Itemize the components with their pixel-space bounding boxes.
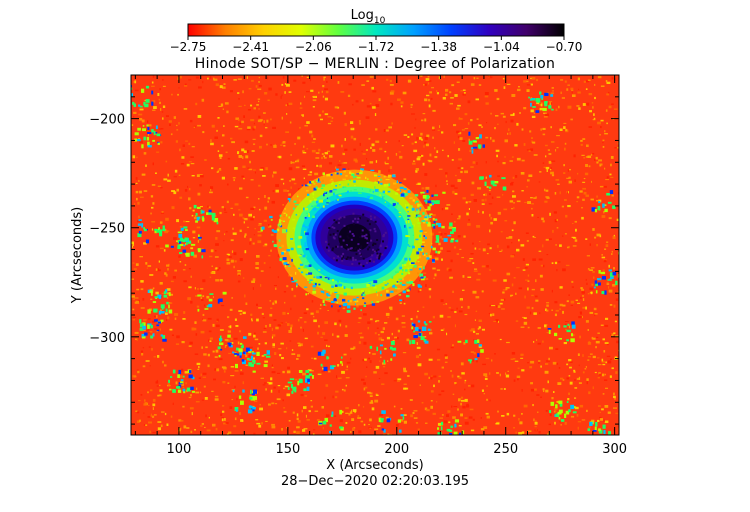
colorbar-tick-label: −2.41: [232, 40, 269, 54]
timestamp: 28−Dec−2020 02:20:03.195: [281, 474, 469, 489]
x-tick-label: 250: [493, 442, 518, 457]
plot-title: Hinode SOT/SP − MERLIN : Degree of Polar…: [195, 56, 555, 72]
colorbar-tick-label: −0.70: [546, 40, 583, 54]
x-axis-label: X (Arcseconds): [326, 458, 423, 473]
colorbar-tick-label: −1.38: [420, 40, 457, 54]
x-tick-label: 150: [275, 442, 300, 457]
colorbar-ticks: −2.75 −2.41 −2.06 −1.72 −1.38 −1.04 −0.70: [170, 36, 583, 54]
polarization-map: [131, 75, 619, 435]
colorbar-tick-label: −1.72: [358, 40, 395, 54]
y-axis-label: Y (Arcseconds): [70, 207, 85, 304]
colorbar-tick-label: −2.06: [295, 40, 332, 54]
colorbar-title: Log10: [351, 8, 386, 26]
y-axis: −200 −250 −300: [89, 74, 619, 425]
y-tick-label: −300: [89, 331, 125, 346]
sunspot: [272, 168, 442, 313]
y-tick-label: −200: [89, 113, 125, 128]
x-tick-label: 300: [602, 442, 627, 457]
x-tick-label: 100: [167, 442, 192, 457]
colorbar-tick-label: −1.04: [483, 40, 520, 54]
colorbar: [187, 23, 565, 37]
colorbar-tick-label: −2.75: [170, 40, 207, 54]
y-tick-label: −250: [89, 222, 125, 237]
x-tick-label: 200: [384, 442, 409, 457]
x-axis: 100 150 200 250 300: [134, 75, 627, 457]
